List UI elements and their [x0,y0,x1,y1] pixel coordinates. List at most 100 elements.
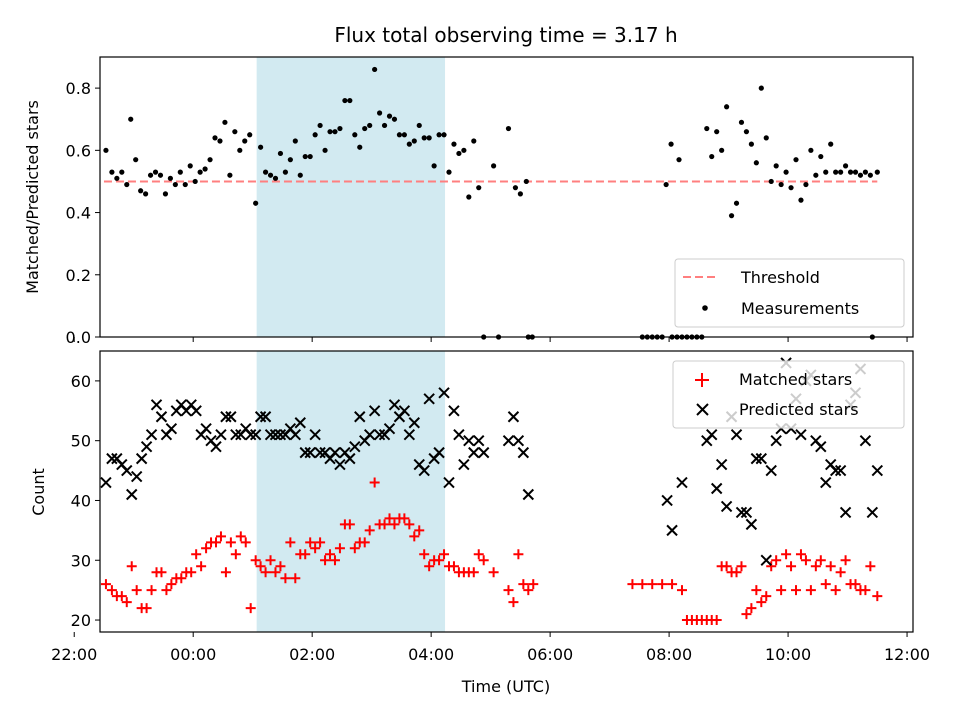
predicted-star-marker [289,428,302,441]
predicted-star-marker [433,446,445,459]
matched-star-marker [810,561,821,572]
measurement-point [167,175,173,181]
measurement-point [267,172,274,178]
predicted-star-marker [438,387,450,399]
top-axes-frame [99,56,914,338]
matched-star-marker [191,549,202,560]
measurement-point [347,97,353,104]
predicted-star-marker [230,428,242,441]
predicted-star-marker [871,464,884,477]
legend-matched-swatch [695,373,709,387]
measurement-point [212,135,218,141]
predicted-star-marker [344,452,356,465]
matched-star-marker [741,609,752,620]
measurement-point [237,147,243,153]
measurement-point [758,85,764,91]
predicted-star-marker [249,428,262,441]
bottom-y-tick-label: 20 [71,611,91,630]
top-panel: 0.0 0.2 0.4 0.6 0.8 Flux total observing tim… [23,23,914,347]
bottom-legend-box [672,360,905,429]
predicted-star-marker [106,452,118,465]
top-y-tick-label: 0.2 [66,266,91,285]
matched-star-marker [448,561,459,572]
predicted-star-marker [715,458,728,471]
matched-star-marker [850,579,861,590]
matched-star-marker [840,555,851,566]
measurement-point [147,172,154,178]
predicted-star-marker [418,464,430,477]
measurement-point [362,125,368,132]
measurement-point [192,178,198,185]
measurement-point [262,169,269,175]
matched-star-marker [285,537,296,548]
measurement-point [152,169,159,175]
top-y-ticks: 0.0 0.2 0.4 0.6 0.8 [66,79,100,347]
measurement-point [862,169,869,175]
bottom-y-tick-label: 50 [71,432,91,451]
matched-star-marker [771,555,782,566]
matched-star-marker [736,561,747,572]
matched-star-marker [721,561,732,572]
predicted-star-marker [145,428,158,441]
measurement-point [322,147,328,153]
measurement-point [187,163,193,169]
measurement-point [663,181,669,188]
matched-star-marker [116,591,127,602]
matched-star-marker [364,525,375,536]
measurement-point [411,138,417,144]
predicted-star-marker [770,434,782,447]
matched-star-marker [676,585,687,596]
predicted-star-marker [477,446,490,459]
measurement-point [798,197,804,203]
predicted-star-marker [735,506,748,519]
matched-star-marker [791,585,802,596]
bottom-y-tick-label: 60 [71,372,91,391]
predicted-star-marker [443,476,455,489]
matched-star-marker [667,579,678,590]
predicted-star-marker [368,405,381,417]
predicted-star-marker [190,405,202,417]
measurement-point [813,172,819,178]
matched-star-marker [439,549,450,560]
measurement-point [505,125,512,132]
matched-star-marker [196,561,207,572]
matched-star-marker [508,597,519,608]
measurement-point [874,169,880,175]
matched-star-marker [156,567,167,578]
measurement-point [426,135,432,141]
matched-star-marker [399,513,410,524]
predicted-star-marker [834,464,847,477]
matched-star-marker [389,519,400,530]
x-tick-label: 10:00 [765,645,811,664]
measurement-point [431,163,437,169]
matched-star-marker [106,585,117,596]
predicted-star-marker [398,405,411,417]
matched-star-marker [245,603,256,614]
bottom-axes-frame [99,350,914,633]
measurement-point [436,132,442,138]
bottom-legend: Matched stars Predicted stars [672,360,905,429]
predicted-star-marker [373,428,386,441]
predicted-star-marker [710,482,723,495]
x-tick-label: 00:00 [170,645,216,664]
measurement-point [676,157,682,163]
matched-star-marker [756,597,767,608]
matched-star-marker [409,531,420,542]
matched-star-marker [865,561,876,572]
bottom-y-ticks: 20 30 40 50 60 [71,372,100,630]
predicted-star-marker [458,458,470,471]
matched-star-marker [528,579,539,590]
measurement-point [357,144,363,150]
predicted-star-marker [760,554,772,566]
measurement-point [738,119,745,125]
matched-star-marker [404,519,415,530]
measurement-point [838,169,844,175]
measurement-point [476,185,482,191]
measurement-point [803,181,809,188]
x-axis-label: Time (UTC) [461,677,550,696]
measurement-point [327,129,333,135]
matched-star-marker [820,579,831,590]
matched-star-marker [215,531,226,542]
measurement-point [287,157,293,163]
measurement-point [317,122,323,129]
